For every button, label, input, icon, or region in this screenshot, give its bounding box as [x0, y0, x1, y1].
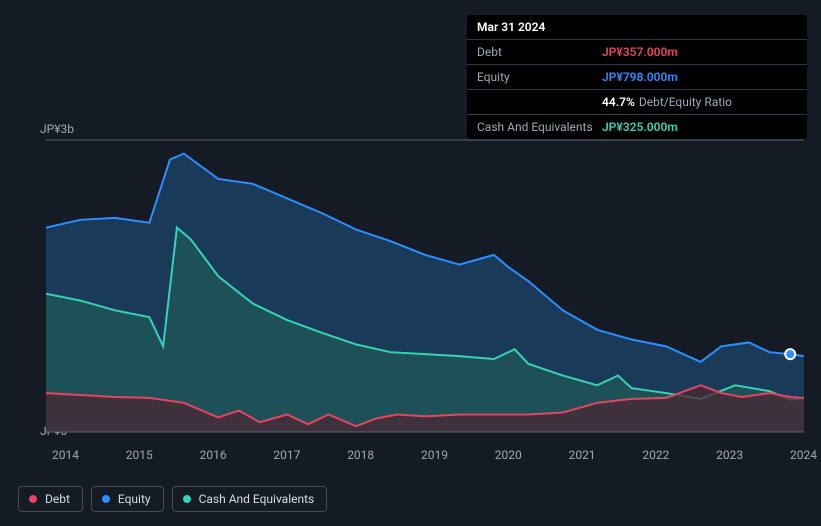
tooltip-ratio-label: Debt/Equity Ratio: [639, 95, 732, 109]
legend-equity[interactable]: Equity: [91, 486, 164, 512]
tooltip-debt-label: Debt: [477, 45, 602, 59]
equity-marker: [785, 349, 795, 359]
x-axis: 2014 2015 2016 2017 2018 2019 2020 2021 2022 2023…: [48, 448, 821, 462]
x-axis-label: 2017: [273, 448, 300, 462]
x-axis-label: 2015: [126, 448, 153, 462]
x-axis-label: 2024: [790, 448, 817, 462]
tooltip-row-equity: Equity JP¥798.000m: [467, 65, 807, 90]
x-axis-label: 2016: [200, 448, 227, 462]
chart-area: JP¥3b JP¥0: [16, 120, 806, 470]
tooltip-equity-label: Equity: [477, 70, 602, 84]
debt-dot-icon: [29, 495, 37, 503]
legend: Debt Equity Cash And Equivalents: [18, 486, 327, 512]
tooltip-row-ratio: 44.7% Debt/Equity Ratio: [467, 90, 807, 115]
legend-equity-label: Equity: [118, 492, 151, 506]
equity-dot-icon: [102, 495, 110, 503]
x-axis-label: 2022: [642, 448, 669, 462]
x-axis-label: 2019: [421, 448, 448, 462]
legend-debt[interactable]: Debt: [18, 486, 83, 512]
x-axis-label: 2023: [716, 448, 743, 462]
tooltip-date: Mar 31 2024: [467, 15, 807, 40]
tooltip-row-debt: Debt JP¥357.000m: [467, 40, 807, 65]
cash-dot-icon: [183, 495, 191, 503]
tooltip-debt-value: JP¥357.000m: [602, 45, 678, 59]
legend-cash[interactable]: Cash And Equivalents: [172, 486, 328, 512]
x-axis-label: 2020: [495, 448, 522, 462]
x-axis-label: 2014: [52, 448, 79, 462]
legend-cash-label: Cash And Equivalents: [199, 492, 315, 506]
chart-svg: [46, 120, 804, 440]
x-axis-label: 2021: [569, 448, 596, 462]
tooltip-ratio-value: 44.7%: [602, 95, 635, 109]
x-axis-label: 2018: [347, 448, 374, 462]
legend-debt-label: Debt: [45, 492, 70, 506]
tooltip-equity-value: JP¥798.000m: [602, 70, 678, 84]
